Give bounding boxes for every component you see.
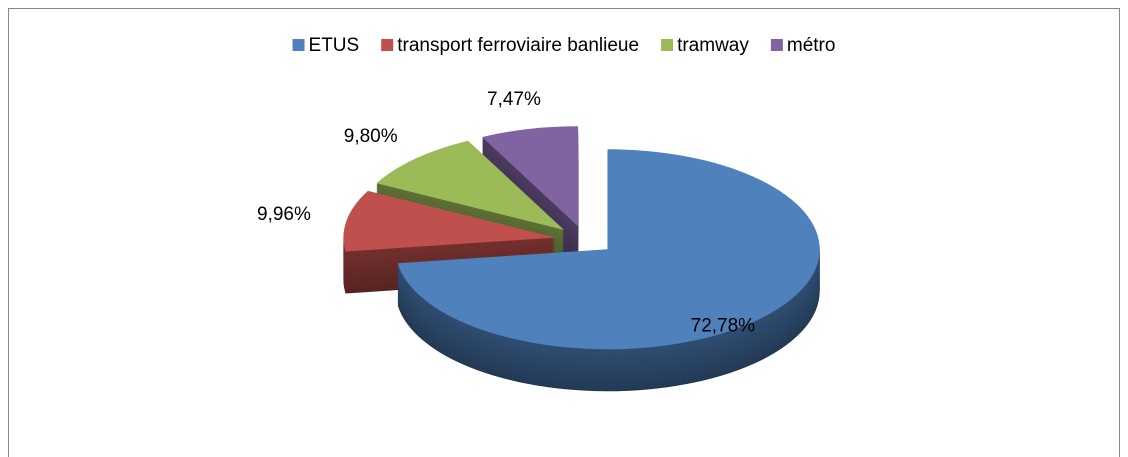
legend-swatch [661,39,674,51]
slice [397,149,820,350]
data-label: 72,78% [691,316,756,337]
data-label: 7,47% [487,89,541,110]
slice [376,140,564,230]
legend-label: transport ferroviaire banlieue [397,35,639,56]
data-label: 9,96% [257,204,311,225]
legend-swatch [292,39,305,51]
legend-label: métro [787,35,836,56]
pie: 72,78% 9,96% 9,80% 7,47% [257,89,820,392]
slice [482,126,579,227]
legend-label: tramway [677,35,749,56]
legend-swatch [770,39,783,51]
legend-swatch [381,39,394,51]
legend: ETUS transport ferroviaire banlieue tramwa… [292,35,836,56]
data-label: 9,80% [344,126,398,147]
slice [343,190,556,252]
legend-label: ETUS [309,35,360,56]
